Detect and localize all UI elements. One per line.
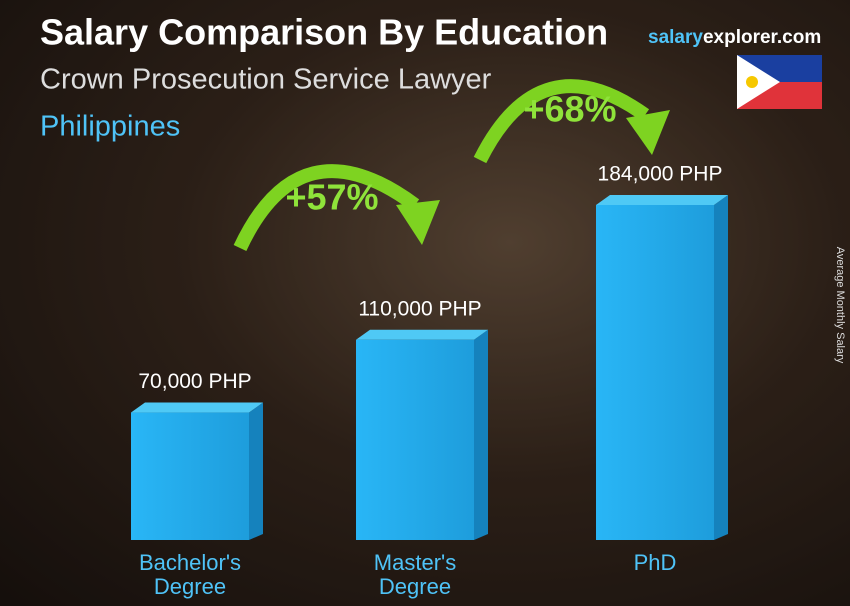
annotation: +57%	[285, 177, 378, 218]
bar-side	[474, 329, 488, 540]
value-label: 110,000 PHP	[358, 297, 481, 320]
flag	[737, 55, 822, 109]
y-axis-label: Average Monthly Salary	[834, 247, 846, 364]
bar	[596, 205, 714, 540]
chart-title: Salary Comparison By Education	[40, 12, 608, 53]
annotation: +68%	[523, 89, 616, 130]
x-tick-label: Master's Degree	[373, 550, 457, 599]
bar-top	[131, 402, 263, 413]
brand: salaryexplorer.com	[648, 27, 821, 48]
bar-side	[249, 402, 263, 540]
bar-side	[714, 195, 728, 540]
value-label: 70,000 PHP	[138, 370, 251, 393]
bar	[131, 412, 249, 540]
x-tick-label: PhD	[633, 550, 677, 575]
value-label: 184,000 PHP	[598, 163, 723, 186]
arrow-head	[396, 200, 440, 245]
arrow-head	[626, 110, 670, 155]
country: Philippines	[40, 111, 180, 143]
bar-top	[356, 329, 488, 340]
bar-top	[596, 195, 728, 205]
arrow	[233, 164, 420, 251]
subtitle: Crown Prosecution Service Lawyer	[40, 64, 492, 96]
bar	[356, 339, 474, 540]
brand-part: salary	[648, 27, 703, 48]
x-tick-label: Bachelor's Degree	[138, 550, 242, 599]
brand-part: explorer.com	[703, 27, 821, 48]
arrow	[473, 79, 650, 164]
